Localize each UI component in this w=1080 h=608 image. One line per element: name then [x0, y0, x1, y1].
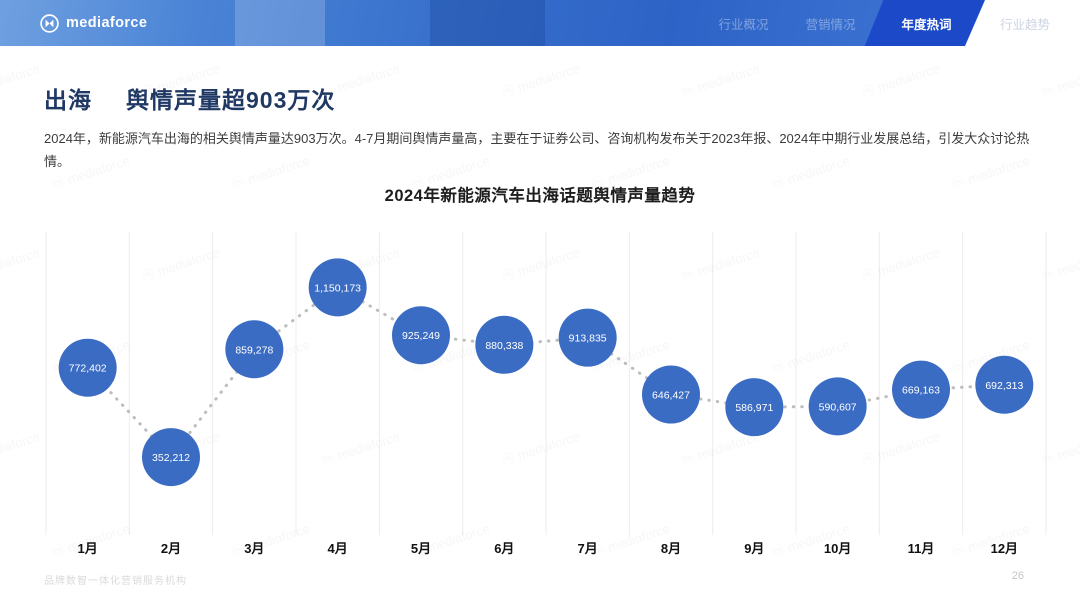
- chart-bubble: [392, 306, 450, 365]
- watermark-text: ⓜ mediaforce: [499, 242, 582, 285]
- top-nav-tabs: 行业概况 营销情况 年度热词 行业趋势: [700, 0, 1080, 46]
- footer-tagline: 品牌数智一体化营销服务机构: [44, 576, 187, 587]
- page-number: 26: [1011, 570, 1024, 582]
- bubble-value-label: 669,163: [902, 385, 940, 397]
- bubble-value-label: 1,150,173: [314, 282, 361, 294]
- page-title-keyword: 出海: [44, 87, 92, 114]
- watermark-text: ⓜ mediaforce: [409, 334, 492, 377]
- x-axis-label: 4月: [328, 541, 348, 556]
- watermark-text: ⓜ mediaforce: [769, 518, 852, 561]
- watermark-text: ⓜ mediaforce: [229, 334, 312, 377]
- page-title-rest: 舆情声量超903万次: [126, 87, 336, 114]
- watermark-text: ⓜ mediaforce: [1039, 426, 1080, 469]
- banner-decor-band: [430, 0, 545, 46]
- chart-bubble: [808, 377, 867, 436]
- x-axis-label: 1月: [78, 541, 98, 556]
- active-tab-label: 年度热词: [901, 17, 952, 32]
- bubble-value-label: 859,278: [235, 344, 273, 356]
- watermark-text: ⓜ mediaforce: [859, 426, 942, 469]
- chart-bubble: [558, 308, 617, 367]
- watermark-text: ⓜ mediaforce: [49, 334, 132, 377]
- watermark-text: ⓜ mediaforce: [139, 242, 222, 285]
- watermark-text: ⓜ mediaforce: [0, 242, 42, 285]
- watermark-text: ⓜ mediaforce: [949, 334, 1032, 377]
- trend-dotted-line: [86, 285, 1006, 460]
- page-title: 出海 舆情声量超903万次: [44, 81, 335, 115]
- chart-bubble: [58, 338, 117, 397]
- tab-industry-trends[interactable]: 行业趋势: [999, 17, 1050, 32]
- bubble-value-label: 772,402: [69, 363, 107, 375]
- watermark-text: ⓜ mediaforce: [589, 334, 672, 377]
- logo-wordmark: mediaforce: [66, 15, 148, 31]
- mediaforce-logo-icon: [40, 13, 59, 33]
- tab-marketing-status[interactable]: 营销情况: [805, 17, 856, 32]
- watermark-text: ⓜ mediaforce: [319, 426, 402, 469]
- x-axis-label: 7月: [578, 541, 598, 556]
- bubble-value-label: 913,835: [569, 333, 607, 345]
- watermark-text: ⓜ mediaforce: [499, 426, 582, 469]
- watermark-text: ⓜ mediaforce: [589, 518, 672, 561]
- chart-bubble: [225, 320, 284, 379]
- watermark-text: ⓜ mediaforce: [49, 518, 132, 561]
- chart-bubble: [725, 378, 784, 437]
- bubble-value-label: 880,338: [485, 340, 523, 352]
- watermark-text: ⓜ mediaforce: [499, 58, 582, 101]
- x-axis-label: 12月: [991, 541, 1018, 556]
- bubble-value-label: 590,607: [819, 401, 857, 413]
- x-axis-label: 11月: [908, 541, 935, 556]
- bubble-value-label: 352,212: [152, 452, 190, 464]
- tab-annual-hotwords[interactable]: 年度热词: [864, 0, 989, 46]
- tab-industry-overview[interactable]: 行业概况: [718, 17, 769, 32]
- watermark-text: ⓜ mediaforce: [229, 518, 312, 561]
- x-axis-label: 5月: [411, 541, 431, 556]
- chart-bubble: [308, 258, 367, 317]
- chart-bubble: [475, 315, 534, 374]
- summary-paragraph: 2024年，新能源汽车出海的相关舆情声量达903万次。4-7月期间舆情声量高，主…: [44, 131, 1030, 170]
- bubble-value-label: 925,249: [402, 330, 440, 342]
- watermark-text: ⓜ mediaforce: [0, 58, 42, 101]
- chart-title: 2024年新能源汽车出海话题舆情声量趋势: [384, 187, 696, 205]
- x-axis-label: 6月: [494, 541, 514, 556]
- chart-bubble: [892, 360, 950, 419]
- watermark-text: ⓜ mediaforce: [769, 334, 852, 377]
- watermark-text: ⓜ mediaforce: [859, 58, 942, 101]
- watermark-text: ⓜ mediaforce: [679, 242, 762, 285]
- banner-corner-wedge: [965, 0, 1080, 46]
- watermark-text: ⓜ mediaforce: [1039, 58, 1080, 101]
- x-axis-label: 9月: [744, 541, 764, 556]
- x-axis-label: 10月: [824, 541, 851, 556]
- banner-decor-band: [235, 0, 325, 46]
- watermark-text: ⓜ mediaforce: [409, 518, 492, 561]
- chart-bubble: [642, 365, 700, 424]
- x-axis-label: 3月: [244, 541, 264, 556]
- watermark-text: ⓜ mediaforce: [139, 426, 222, 469]
- x-axis-label: 2月: [161, 541, 181, 556]
- watermark-text: ⓜ mediaforce: [319, 242, 402, 285]
- watermark-text: ⓜ mediaforce: [679, 58, 762, 101]
- watermark-text: ⓜ mediaforce: [0, 426, 42, 469]
- bubble-value-label: 586,971: [735, 402, 773, 414]
- chart-bubble: [975, 355, 1034, 414]
- bubble-value-label: 646,427: [652, 390, 690, 402]
- watermark-text: ⓜ mediaforce: [679, 426, 762, 469]
- watermark-text: ⓜ mediaforce: [1039, 242, 1080, 285]
- bubble-value-label: 692,313: [985, 380, 1023, 392]
- chart-bubble: [142, 428, 200, 487]
- mediaforce-logo: mediaforce: [40, 0, 147, 46]
- top-banner: mediaforce 行业概况 营销情况 年度热词 行业趋势: [0, 0, 1080, 62]
- watermark-text: ⓜ mediaforce: [949, 518, 1032, 561]
- x-axis-label: 8月: [661, 541, 681, 556]
- watermark-text: ⓜ mediaforce: [859, 242, 942, 285]
